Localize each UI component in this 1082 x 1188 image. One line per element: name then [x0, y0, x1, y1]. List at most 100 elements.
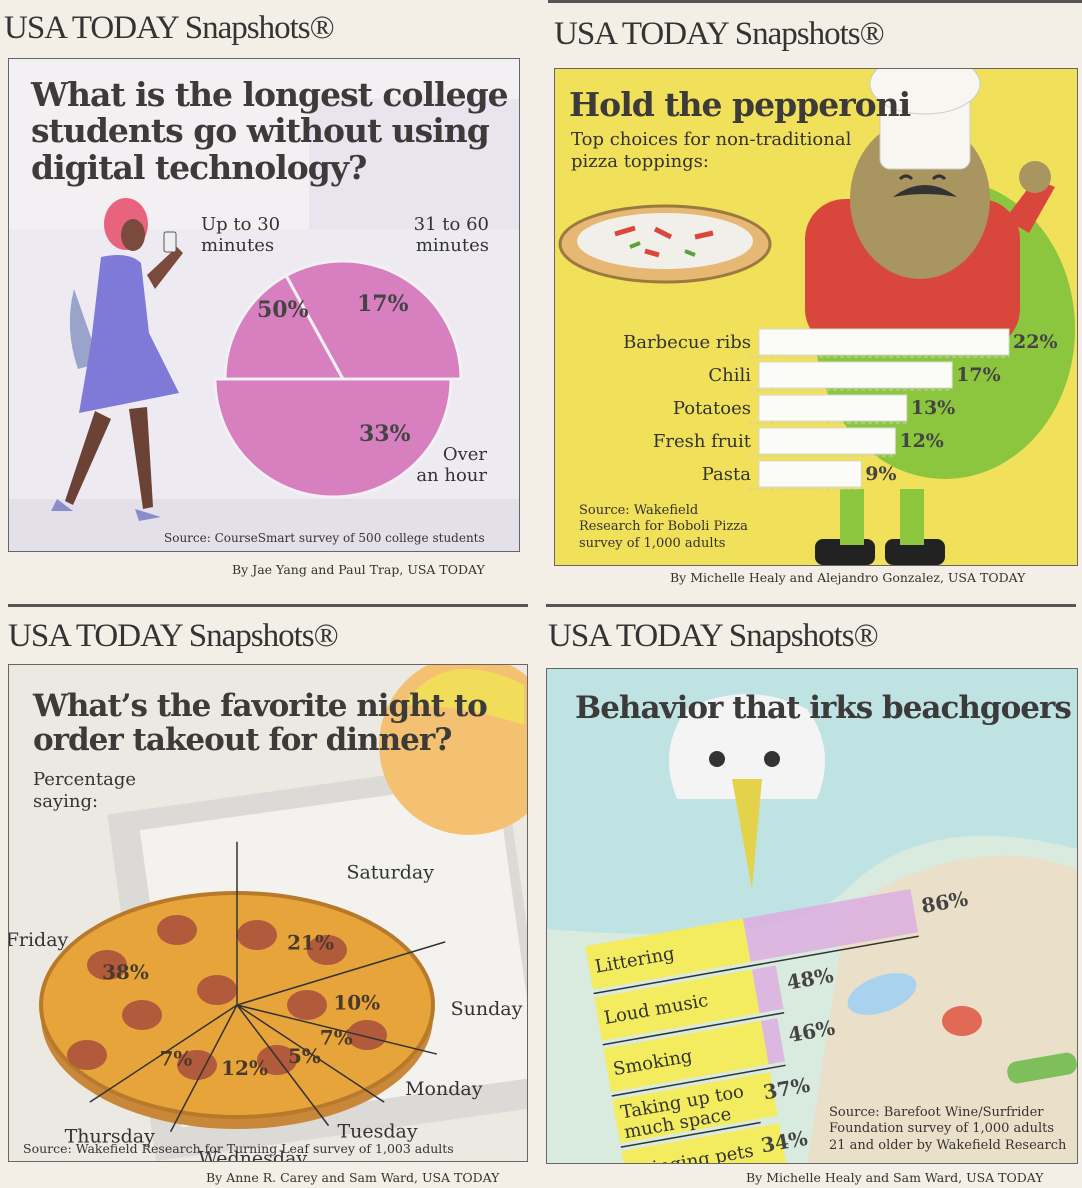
value-label: 17% — [956, 364, 1001, 386]
pepperoni — [177, 1050, 217, 1080]
brand-title: USA TODAY Snapshots® — [8, 618, 339, 654]
top-rule — [8, 604, 528, 607]
chart-title: Behavior that irks beachgoers — [575, 690, 1072, 726]
value-label-friday: 38% — [102, 960, 149, 984]
chart-frame: Barbecue ribs 22% Chili 17% Potatoes 13% Fresh… — [554, 68, 1078, 566]
label-31-to-60: 31 to 60 minutes — [391, 214, 489, 256]
slice-divider — [236, 941, 446, 1006]
category-label: Fresh fruit — [653, 431, 752, 452]
pepperoni — [197, 975, 237, 1005]
category-label-wednesday: Wednesday — [198, 1148, 307, 1161]
byline: By Michelle Healy and Sam Ward, USA TODA… — [746, 1170, 1044, 1185]
label-over-hour: Over an hour — [407, 444, 487, 486]
source-line: Foundation survey of 1,000 adults — [829, 1121, 1055, 1137]
value-label-thursday: 7% — [159, 1046, 192, 1070]
pepperoni — [157, 915, 197, 945]
slice-divider — [169, 1004, 238, 1133]
category-label: Barbecue ribs — [623, 332, 751, 353]
top-rule — [548, 0, 1082, 3]
bar-fresh-fruit — [749, 427, 896, 457]
pie-slice-31-to-60-minutes — [223, 273, 346, 381]
pepperoni — [87, 950, 127, 980]
value-label: 86% — [919, 886, 969, 918]
value-label-wednesday: 12% — [221, 1056, 268, 1080]
source-line: survey of 1,000 adults — [579, 535, 726, 551]
source-line: Source: Wakefield — [579, 503, 699, 518]
pepperoni — [237, 920, 277, 950]
category-label-tuesday: Tuesday — [337, 1120, 417, 1142]
pie-slice-over-an-hour — [284, 259, 463, 381]
bar-loud-music — [594, 965, 785, 1046]
title-line: digital technology? — [31, 147, 367, 187]
byline: By Anne R. Carey and Sam Ward, USA TODAY — [206, 1170, 500, 1185]
bar-smoking — [603, 1018, 786, 1097]
value-label: 13% — [911, 397, 956, 419]
subtitle-line: Top choices for non-traditional — [571, 129, 852, 150]
woman-illustration — [51, 198, 183, 521]
panel-takeout: USA TODAY Snapshots® 21% Saturday 10% Sunda… — [0, 604, 534, 1188]
bar-bringing-pets — [621, 1123, 787, 1163]
bar-potatoes — [749, 394, 908, 424]
value-label-saturday: 21% — [287, 931, 334, 955]
category-label-monday: Monday — [405, 1078, 483, 1100]
subtitle-line: saying: — [33, 790, 99, 812]
pie-chart — [213, 259, 463, 499]
chart-frame: What is the longest college students go … — [8, 58, 520, 552]
title-line: order takeout for dinner? — [33, 722, 452, 759]
label-up-to-30: Up to 30 minutes — [201, 214, 280, 256]
value-label-tuesday: 5% — [288, 1044, 321, 1068]
bar-chili — [749, 361, 953, 391]
source-note: Source: Barefoot Wine/Surfrider Foundati… — [829, 1105, 1066, 1154]
panel-digital: USA TODAY Snapshots® What is the longest… — [0, 0, 528, 585]
slice-divider — [236, 1004, 438, 1055]
source-note: Source: Wakefield Research for Boboli Pi… — [579, 503, 748, 552]
byline: By Jae Yang and Paul Trap, USA TODAY — [232, 562, 485, 577]
chart-subtitle: Percentage saying: — [33, 769, 136, 812]
pepperoni — [307, 935, 347, 965]
chart-title: What is the longest college students go … — [31, 76, 509, 187]
chart-title: Hold the pepperoni — [569, 85, 911, 124]
category-label-thursday: Thursday — [65, 1126, 155, 1148]
pepperoni — [67, 1040, 107, 1070]
value-label-sunday: 10% — [333, 990, 380, 1014]
slice-divider — [236, 1004, 385, 1103]
byline: By Michelle Healy and Alejandro Gonzalez… — [670, 570, 1026, 585]
pepperoni — [257, 1045, 297, 1075]
pie-slice-up-to-30-minutes — [213, 377, 453, 499]
title-line: What’s the favorite night to — [33, 688, 488, 724]
value-label-31-to-60: 17% — [357, 291, 409, 317]
label-line: minutes — [201, 234, 275, 256]
chart-title: What’s the favorite night to order takeo… — [33, 688, 488, 759]
slice-divider — [236, 1004, 330, 1127]
panel-pepperoni: USA TODAY Snapshots® Barbecue ribs 22% Chi… — [548, 0, 1082, 592]
pepperoni — [122, 1000, 162, 1030]
bar-taking-up-too-much-space — [612, 1072, 778, 1148]
label-line: minutes — [415, 234, 489, 256]
source-line: Source: Barefoot Wine/Surfrider — [829, 1105, 1044, 1120]
source-line: 21 and older by Wakefield Research — [829, 1137, 1067, 1153]
panel-beach: USA TODAY Snapshots® Littering 86% Loud mu… — [540, 604, 1082, 1188]
pepperoni — [347, 1020, 387, 1050]
bar-littering — [585, 888, 919, 995]
brand-title: USA TODAY Snapshots® — [4, 10, 335, 46]
chart-frame: 21% Saturday 10% Sunday 7% Monday 5% Tuesday 12%… — [8, 664, 528, 1162]
value-label: 12% — [899, 430, 944, 452]
bar-chart: Barbecue ribs 22% Chili 17% Potatoes 13% Fresh… — [623, 328, 1058, 490]
pepperoni — [287, 990, 327, 1020]
label-line: 31 to 60 — [413, 214, 489, 235]
title-line: students go without using — [31, 111, 490, 151]
source-note: Source: CourseSmart survey of 500 colleg… — [164, 531, 485, 545]
value-label: 46% — [786, 1015, 836, 1047]
chart-subtitle: Top choices for non-traditional pizza to… — [571, 129, 851, 172]
value-label-monday: 7% — [320, 1025, 353, 1049]
slice-divider — [89, 1004, 238, 1103]
pie-chart: 21% Saturday 10% Sunday 7% Monday 5% Tuesday 12%… — [9, 841, 523, 1161]
category-label: Potatoes — [673, 398, 751, 419]
category-label: Pasta — [702, 464, 752, 485]
source-note: Source: Wakefield Research for Turning L… — [23, 1141, 454, 1156]
category-label-saturday: Saturday — [346, 862, 434, 884]
subtitle-line: pizza toppings: — [571, 150, 709, 172]
value-label-over-hour: 33% — [359, 421, 411, 447]
bar-barbecue-ribs — [749, 328, 1010, 358]
